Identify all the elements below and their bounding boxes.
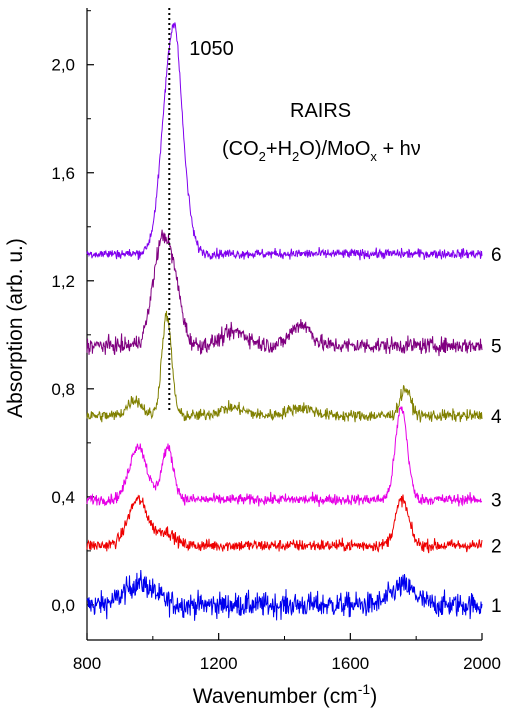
formula-part-2: +H	[266, 138, 292, 160]
x-axis-title-superscript: -1	[358, 681, 371, 697]
series-3-line	[86, 406, 483, 507]
series-6-line	[86, 22, 483, 261]
formula-sub-1: 2	[259, 149, 266, 164]
series-2-label: 2	[491, 536, 502, 557]
formula-sub-3: x	[370, 149, 377, 164]
series-5-line	[86, 229, 483, 357]
y-tick-label: 2,0	[51, 56, 75, 75]
series-1-line	[86, 569, 483, 621]
series-4-line	[86, 310, 483, 423]
formula-part-3: O)/MoO	[299, 138, 370, 160]
chart-subtitle-formula: (CO2+H2O)/MoOx + hν	[222, 138, 421, 164]
series-1-label: 1	[491, 596, 502, 617]
x-tick-label: 1600	[331, 654, 369, 673]
formula-part-4: + hν	[377, 138, 421, 160]
y-tick-label: 0,4	[51, 488, 75, 507]
series-5-label: 5	[491, 337, 502, 358]
x-axis-title-end: )	[370, 685, 377, 708]
y-tick-label: 1,2	[51, 272, 75, 291]
formula-sub-2: 2	[292, 149, 299, 164]
y-tick-label: 0,8	[51, 380, 75, 399]
formula-part-1: (CO	[222, 138, 259, 160]
x-axis-title-main: Wavenumber (cm	[193, 685, 358, 708]
x-axis-title: Wavenumber (cm-1)	[193, 681, 377, 708]
y-tick-label: 0,0	[51, 596, 75, 615]
x-tick-label: 1200	[200, 654, 238, 673]
x-tick-label: 2000	[463, 654, 501, 673]
series-2-line	[86, 494, 483, 554]
y-axis-title: Absorption (arb. u.)	[4, 238, 27, 418]
series-group: 1 2 3 4 5 6	[86, 22, 502, 621]
annotations: 1050 RAIRS (CO2+H2O)/MoOx + hν Wavenumbe…	[4, 8, 421, 708]
axes: 800 1200 1600 2000 0,0 0,4 0,8 1,2 1,6 2,0	[51, 8, 501, 673]
peak-label: 1050	[189, 38, 234, 60]
series-3-label: 3	[491, 491, 502, 512]
y-tick-label: 1,6	[51, 164, 75, 183]
chart-title: RAIRS	[290, 100, 351, 122]
series-6-label: 6	[491, 245, 502, 266]
x-tick-label: 800	[73, 654, 101, 673]
series-4-label: 4	[491, 407, 502, 428]
